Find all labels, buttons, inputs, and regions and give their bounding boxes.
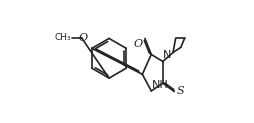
Text: O: O xyxy=(78,33,88,43)
Text: O: O xyxy=(134,39,143,49)
Text: NH: NH xyxy=(152,80,169,90)
Text: CH₃: CH₃ xyxy=(55,33,71,42)
Text: S: S xyxy=(177,86,184,96)
Text: N: N xyxy=(163,50,171,60)
